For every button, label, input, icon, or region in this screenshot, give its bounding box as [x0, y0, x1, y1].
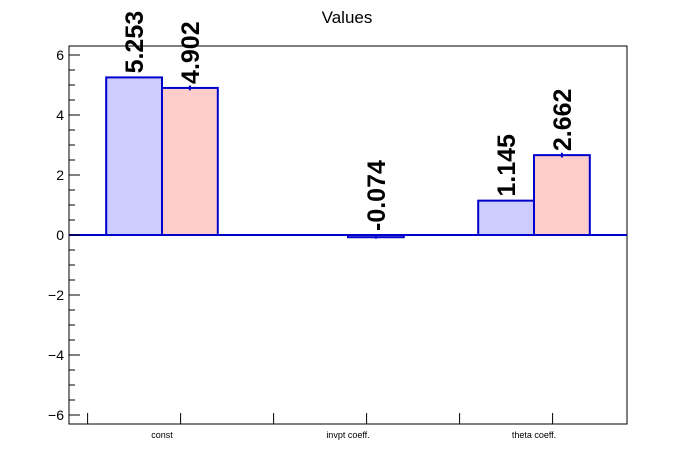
bar-s1-0	[161, 86, 219, 236]
value-label-s1-1: -0.074	[363, 160, 391, 231]
x-tick-labels-layer: const invpt coeff. theta coeff.	[151, 430, 556, 440]
y-tick-label: 4	[56, 107, 64, 123]
bar-s1-2	[533, 154, 591, 236]
value-label-s0-0: 5.253	[121, 11, 149, 74]
axes-layer: −6 −4 −2 0 2 4 6	[48, 47, 554, 424]
y-tick-label: 2	[56, 167, 64, 183]
y-tick-label: −2	[48, 287, 64, 303]
chart-title: Values	[322, 8, 373, 27]
value-label-s1-2: 2.662	[549, 89, 577, 152]
y-tick-label: −6	[48, 407, 64, 423]
value-label-s0-2: 1.145	[493, 134, 521, 197]
x-category-label: invpt coeff.	[326, 430, 369, 440]
y-tick-label: 6	[56, 47, 64, 63]
bar-s0-0	[105, 76, 163, 236]
bar-s0-2	[477, 199, 536, 236]
bars-layer	[105, 76, 591, 239]
value-label-s1-0: 4.902	[177, 21, 205, 84]
x-category-label: const	[151, 430, 173, 440]
x-category-label: theta coeff.	[512, 430, 556, 440]
y-tick-label: −4	[48, 347, 64, 363]
value-labels-layer: 5.253 1.145 4.902 -0.074 2.662	[121, 11, 577, 231]
y-tick-label: 0	[56, 227, 64, 243]
